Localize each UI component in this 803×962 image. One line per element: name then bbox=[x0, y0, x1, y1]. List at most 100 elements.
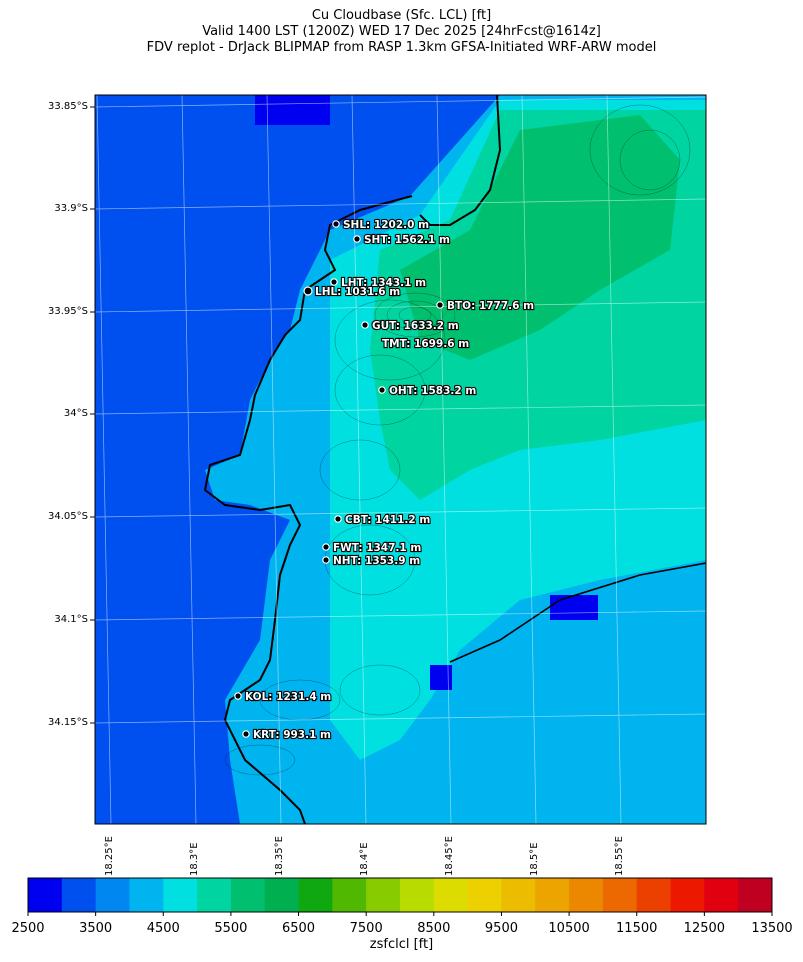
colorbar-swatch bbox=[264, 878, 300, 912]
colorbar-tick-label: 11500 bbox=[616, 921, 658, 936]
station-marker bbox=[436, 301, 444, 309]
graticule bbox=[95, 95, 706, 824]
coastline bbox=[203, 195, 413, 824]
colorbar-tick-label: 2500 bbox=[11, 921, 45, 936]
valid-time-subtitle: Valid 1400 LST (1200Z) WED 17 Dec 2025 [… bbox=[202, 24, 601, 39]
chart-title: Cu Cloudbase (Sfc. LCL) [ft] bbox=[311, 8, 492, 23]
colorbar-tick-label: 12500 bbox=[683, 921, 726, 936]
station-shl: SHL: 1202.0 m bbox=[332, 218, 430, 232]
colorbar-tick-label: 13500 bbox=[751, 921, 793, 936]
colorbar-label: zsfclcl [ft] bbox=[369, 937, 434, 952]
station-label: LHL: 1031.6 m bbox=[315, 286, 400, 298]
station-label: SHL: 1202.0 m bbox=[343, 219, 429, 231]
lon-label: 18.35°E bbox=[274, 836, 285, 876]
plot-frame bbox=[94, 94, 707, 825]
station-gut: GUT: 1633.2 m bbox=[361, 319, 460, 333]
station-lht: LHT: 1343.1 m bbox=[330, 276, 427, 290]
station-label: SHT: 1562.1 m bbox=[364, 234, 450, 246]
lat-label: 34.05°S bbox=[48, 511, 88, 522]
colorbar bbox=[27, 877, 773, 916]
station-label: TMT: 1699.6 m bbox=[382, 338, 469, 350]
colorbar-swatch bbox=[738, 878, 773, 912]
lon-label: 18.3°E bbox=[189, 842, 200, 876]
station-label: NHT: 1353.9 m bbox=[333, 555, 420, 567]
lon-label: 18.4°E bbox=[359, 842, 370, 876]
station-fwt: FWT: 1347.1 m bbox=[322, 541, 422, 555]
station-marker bbox=[361, 321, 369, 329]
colorbar-swatch bbox=[400, 878, 435, 912]
station-label: KOL: 1231.4 m bbox=[245, 691, 331, 703]
station-label: KRT: 993.1 m bbox=[253, 729, 331, 741]
station-lhl: LHL: 1031.6 m bbox=[303, 285, 401, 299]
colorbar-swatch bbox=[467, 878, 502, 912]
station-marker bbox=[242, 730, 250, 738]
colorbar-tick-label: 6500 bbox=[281, 921, 316, 936]
station-marker bbox=[322, 543, 330, 551]
colorbar-swatch bbox=[602, 878, 638, 912]
colorbar-swatch bbox=[636, 878, 672, 912]
colorbar-tick-label: 7500 bbox=[349, 921, 383, 936]
colorbar-swatch bbox=[129, 878, 164, 912]
colorbar-swatch bbox=[298, 878, 333, 912]
east-coast bbox=[419, 95, 502, 226]
station-label: LHT: 1343.1 m bbox=[341, 277, 426, 289]
colorbar-swatch bbox=[433, 878, 469, 912]
colorbar-swatch bbox=[28, 878, 63, 912]
station-marker bbox=[330, 278, 338, 286]
colorbar-swatch bbox=[366, 878, 401, 912]
colorbar-swatch bbox=[569, 878, 604, 912]
lat-label: 34.1°S bbox=[54, 614, 88, 625]
colorbar-tick-label: 10500 bbox=[548, 921, 590, 936]
station-oht: OHT: 1583.2 m bbox=[378, 384, 477, 398]
land-field-peak bbox=[400, 115, 680, 360]
colorbar-frame bbox=[27, 877, 773, 913]
colorbar-swatch bbox=[670, 878, 705, 912]
lat-label: 34.15°S bbox=[48, 717, 88, 728]
station-sht: SHT: 1562.1 m bbox=[353, 233, 451, 247]
station-marker bbox=[332, 220, 340, 228]
colorbar-tick-label: 4500 bbox=[146, 921, 180, 936]
station-marker bbox=[303, 286, 313, 296]
station-marker bbox=[234, 692, 242, 700]
station-marker bbox=[353, 235, 361, 243]
lon-label: 18.55°E bbox=[614, 836, 625, 876]
lon-label: 18.5°E bbox=[529, 842, 540, 876]
colorbar-swatch bbox=[95, 878, 130, 912]
colorbar-tick-label: 5500 bbox=[214, 921, 248, 936]
station-markers: SHL: 1202.0 m SHT: 1562.1 m LHT: 1343.1 mL… bbox=[234, 218, 535, 742]
colorbar-swatch bbox=[704, 878, 739, 912]
colorbar-tick-label: 3500 bbox=[79, 921, 113, 936]
colorbar-swatch bbox=[163, 878, 198, 912]
station-label: OHT: 1583.2 m bbox=[389, 385, 476, 397]
station-marker bbox=[322, 556, 330, 564]
station-label: BTO: 1777.6 m bbox=[447, 300, 534, 312]
colorbar-swatch bbox=[501, 878, 536, 912]
lat-label: 33.9°S bbox=[54, 203, 88, 214]
station-bto: BTO: 1777.6 m bbox=[436, 299, 535, 313]
colorbar-swatch bbox=[61, 878, 97, 912]
colorbar-swatch bbox=[230, 878, 266, 912]
colorbar-swatch bbox=[197, 878, 232, 912]
station-label: FWT: 1347.1 m bbox=[333, 542, 421, 554]
station-krt: KRT: 993.1 m bbox=[242, 728, 332, 742]
lat-label: 33.95°S bbox=[48, 306, 88, 317]
station-nht: NHT: 1353.9 m bbox=[322, 554, 421, 568]
model-subtitle: FDV replot - DrJack BLIPMAP from RASP 1.… bbox=[146, 40, 657, 55]
lon-label: 18.45°E bbox=[444, 836, 455, 876]
colorbar-tick-label: 9500 bbox=[484, 921, 518, 936]
lat-label: 34°S bbox=[63, 408, 88, 419]
colorbar-swatch bbox=[535, 878, 570, 912]
colorbar-swatch bbox=[332, 878, 367, 912]
station-marker bbox=[334, 515, 342, 523]
station-tmt: TMT: 1699.6 m bbox=[381, 337, 470, 351]
lon-label: 18.25°E bbox=[104, 836, 115, 876]
station-cbt: CBT: 1411.2 m bbox=[334, 513, 431, 527]
boundary-line bbox=[449, 562, 706, 663]
station-kol: KOL: 1231.4 m bbox=[234, 690, 332, 704]
colorbar-tick-label: 8500 bbox=[417, 921, 451, 936]
lat-label: 33.85°S bbox=[48, 101, 88, 112]
station-label: CBT: 1411.2 m bbox=[345, 514, 430, 526]
station-label: GUT: 1633.2 m bbox=[372, 320, 459, 332]
station-marker bbox=[378, 386, 386, 394]
